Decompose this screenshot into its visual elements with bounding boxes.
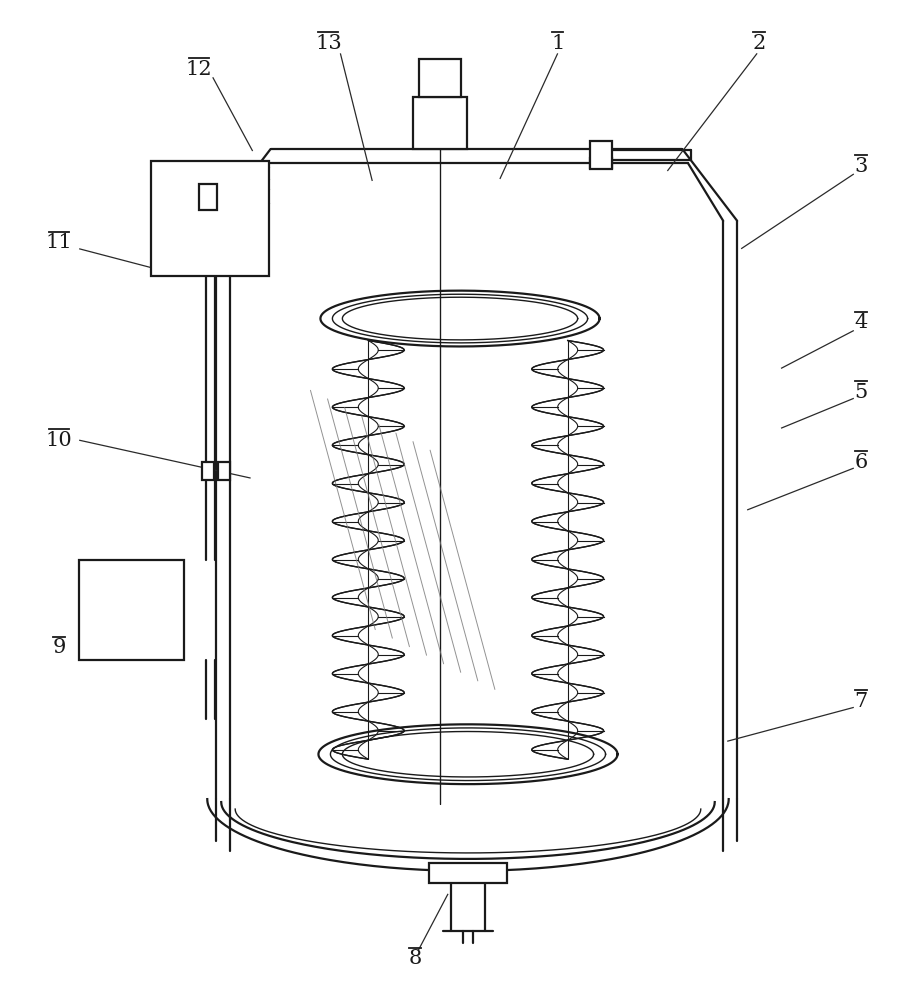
Bar <box>590 141 612 169</box>
Text: 8: 8 <box>409 949 422 968</box>
Text: 11: 11 <box>46 233 73 252</box>
Bar <box>198 184 217 210</box>
Text: 4: 4 <box>854 313 868 332</box>
Bar <box>419 59 461 97</box>
Text: 5: 5 <box>854 383 868 402</box>
Text: 1: 1 <box>551 34 564 53</box>
Bar <box>429 863 507 883</box>
Bar <box>218 462 230 480</box>
Bar <box>79 560 184 660</box>
Text: 13: 13 <box>315 34 342 53</box>
Text: 9: 9 <box>53 638 66 657</box>
Bar <box>151 161 269 276</box>
Text: 12: 12 <box>186 60 212 79</box>
Text: 2: 2 <box>752 34 766 53</box>
Bar <box>202 462 214 480</box>
Text: 10: 10 <box>46 431 73 450</box>
Text: 6: 6 <box>854 453 868 472</box>
Text: 3: 3 <box>854 157 868 176</box>
Text: 7: 7 <box>854 692 868 711</box>
Bar <box>413 97 467 149</box>
